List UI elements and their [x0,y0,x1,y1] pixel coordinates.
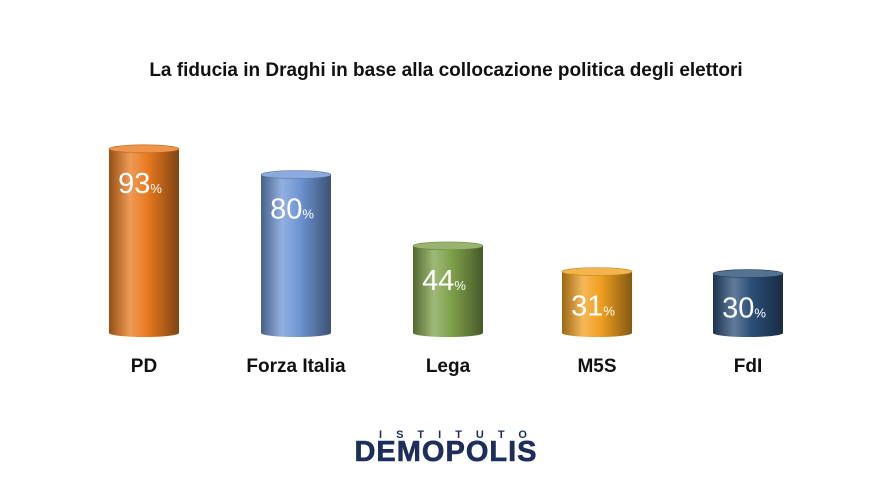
category-label: FdI [734,356,763,377]
data-label: 31% [571,291,615,323]
bar-base [713,329,783,337]
category-label: M5S [577,356,616,377]
bar [713,273,783,333]
bar-top [260,170,332,179]
data-label: 93% [118,168,162,200]
bar [261,174,331,333]
bar-group-pd: 93% PD [108,144,180,377]
bar-top [108,144,180,154]
bar-top [712,269,784,278]
data-label: 80% [270,194,314,226]
data-label: 44% [422,265,466,297]
bar-group-m5s: 31% M5S [561,267,633,377]
category-label: PD [131,356,157,377]
bar [562,271,632,333]
demopolis-logo: DEMOPOLIS [354,436,538,469]
bar-group-fdi: 30% FdI [712,269,784,377]
category-label: Forza Italia [246,356,346,377]
bar-base [413,329,483,337]
bar [109,148,179,333]
bar-group-forza-italia: 80% Forza Italia [246,170,346,377]
bar-base [261,329,331,337]
bar-base [109,329,179,337]
category-label: Lega [426,356,471,377]
bar-base [562,329,632,337]
bar-top [561,267,633,276]
bar-group-lega: 44% Lega [412,241,484,377]
bar-top [412,241,484,251]
logo-top-text: ISTITUTO [379,429,541,441]
bar [413,245,483,333]
data-label: 30% [722,293,766,325]
chart-title: La fiducia in Draghi in base alla colloc… [149,60,743,81]
